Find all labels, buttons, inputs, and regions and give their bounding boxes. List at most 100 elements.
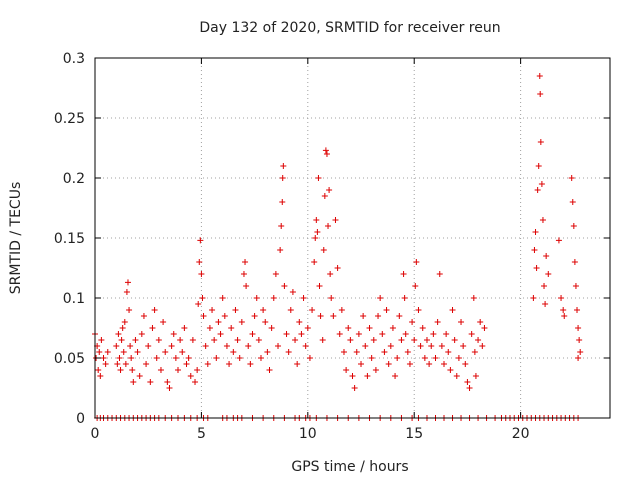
data-point	[426, 361, 433, 367]
data-point	[441, 361, 448, 367]
data-point	[251, 313, 258, 319]
data-point	[532, 229, 539, 235]
data-point	[275, 343, 282, 349]
data-point	[364, 373, 371, 379]
data-point	[406, 361, 413, 367]
data-point	[228, 325, 235, 331]
data-point	[262, 319, 269, 325]
data-point	[140, 313, 147, 319]
data-point	[289, 289, 296, 295]
data-point	[392, 373, 399, 379]
data-point	[151, 307, 158, 313]
data-point	[481, 325, 488, 331]
data-point	[413, 259, 420, 265]
data-point	[119, 325, 126, 331]
data-point	[375, 313, 382, 319]
data-point	[434, 319, 441, 325]
data-point	[533, 265, 540, 271]
data-point	[226, 361, 233, 367]
data-point	[576, 337, 583, 343]
data-point	[475, 337, 482, 343]
data-point	[430, 331, 437, 337]
data-point	[314, 229, 321, 235]
data-point	[172, 355, 179, 361]
data-point	[462, 361, 469, 367]
data-point	[120, 349, 127, 355]
data-point	[292, 337, 299, 343]
data-point	[124, 279, 131, 286]
data-point	[115, 331, 122, 337]
data-point	[531, 247, 538, 253]
data-point	[194, 367, 201, 373]
data-point	[570, 223, 577, 229]
data-point	[313, 217, 320, 223]
data-point	[149, 325, 156, 331]
data-point	[379, 331, 386, 337]
data-point	[572, 283, 579, 289]
data-point	[419, 325, 426, 331]
x-tick-label: 15	[405, 426, 423, 442]
data-point	[238, 319, 245, 325]
data-point	[320, 247, 327, 253]
data-point	[464, 379, 471, 385]
data-point	[542, 301, 549, 307]
data-point	[264, 349, 271, 355]
data-point	[436, 271, 443, 277]
data-point	[398, 337, 405, 343]
data-point	[202, 343, 209, 349]
data-point	[96, 349, 103, 355]
data-point	[534, 187, 541, 193]
data-point	[477, 319, 484, 325]
data-point	[285, 349, 292, 355]
data-point	[455, 355, 462, 361]
data-point	[160, 319, 167, 325]
data-point	[349, 373, 356, 379]
data-point	[569, 199, 576, 205]
data-point	[458, 319, 465, 325]
data-point	[155, 337, 162, 343]
data-point	[168, 343, 175, 349]
data-point	[538, 181, 545, 187]
data-point	[279, 175, 286, 181]
data-point	[230, 349, 237, 355]
data-point	[372, 367, 379, 373]
data-point	[577, 349, 584, 355]
data-point	[560, 307, 567, 313]
data-point	[123, 289, 130, 295]
data-point	[541, 283, 548, 289]
data-point	[102, 361, 109, 367]
x-tick-label: 0	[91, 426, 100, 442]
data-point	[257, 355, 264, 361]
data-point	[255, 337, 262, 343]
data-point	[243, 283, 250, 289]
data-point	[198, 271, 205, 277]
data-point	[192, 379, 199, 385]
data-point	[389, 325, 396, 331]
data-point	[404, 349, 411, 355]
data-point	[121, 319, 128, 325]
x-axis-label: GPS time / hours	[291, 459, 408, 475]
data-point	[319, 337, 326, 343]
data-point	[340, 349, 347, 355]
data-point	[185, 355, 192, 361]
data-point	[294, 361, 301, 367]
data-point	[471, 349, 478, 355]
data-point	[187, 373, 194, 379]
data-point	[189, 337, 196, 343]
data-point	[98, 337, 105, 343]
data-point	[213, 355, 220, 361]
y-tick-label: 0	[76, 411, 85, 427]
data-point	[321, 193, 328, 199]
data-point	[438, 343, 445, 349]
data-point	[428, 343, 435, 349]
data-point	[568, 175, 575, 181]
data-point	[537, 139, 544, 145]
data-point	[421, 355, 428, 361]
data-point	[153, 355, 160, 361]
chart-title: Day 132 of 2020, SRMTID for receiver reu…	[199, 20, 500, 36]
data-point	[234, 337, 241, 343]
data-point	[247, 361, 254, 367]
data-point	[411, 337, 418, 343]
data-point	[381, 349, 388, 355]
x-tick-label: 10	[299, 426, 317, 442]
